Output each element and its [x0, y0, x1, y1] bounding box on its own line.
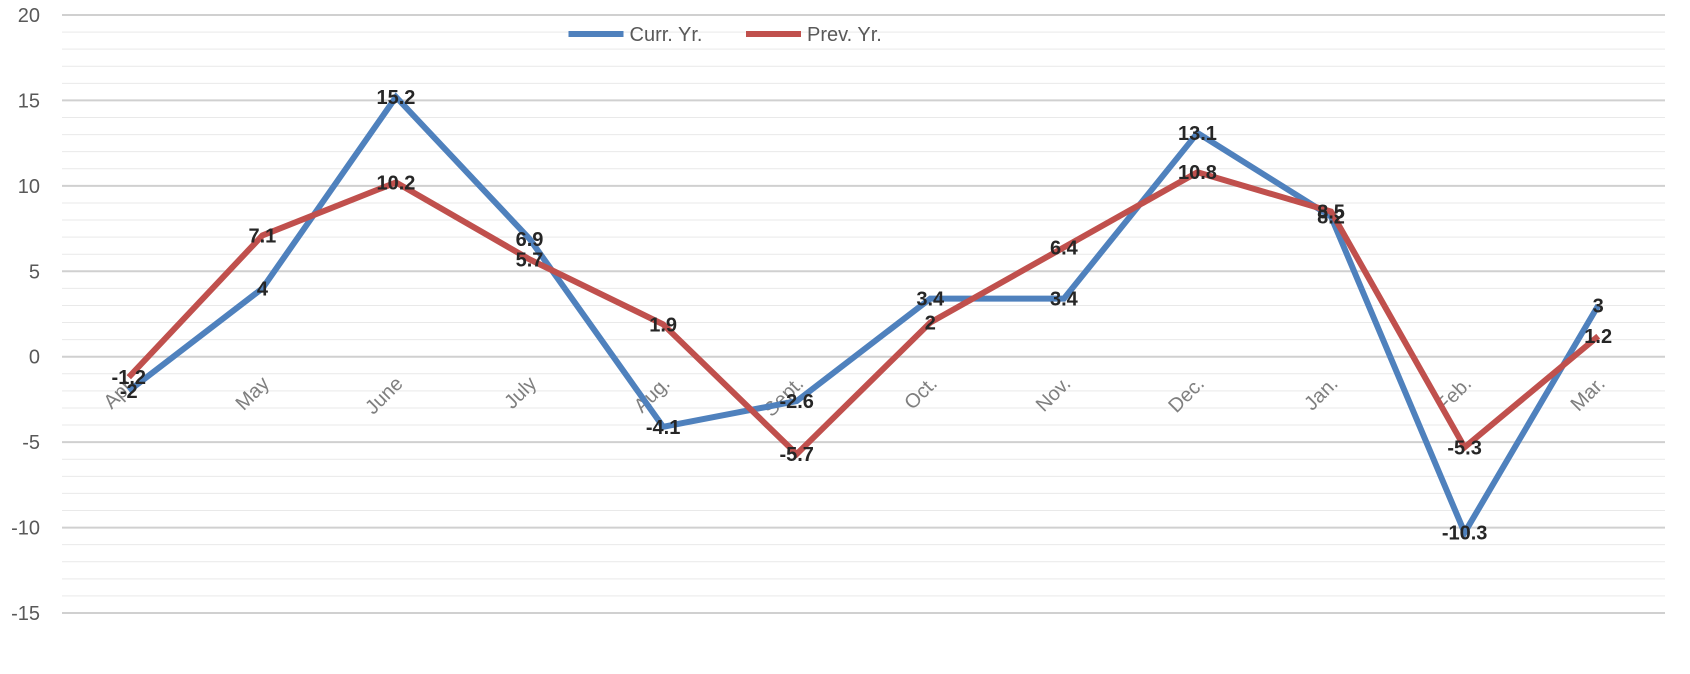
data-label-curr-yr: 13.1 [1178, 123, 1217, 145]
data-label-prev-yr: -5.3 [1447, 437, 1481, 459]
data-label-curr-yr: 15.2 [376, 87, 415, 109]
legend: Curr. Yr. Prev. Yr. [568, 24, 882, 46]
data-label-curr-yr: 3.4 [1050, 289, 1079, 311]
data-label-prev-yr: 2 [925, 313, 936, 335]
data-label-curr-yr: 6.9 [516, 229, 544, 251]
data-label-curr-yr: 3 [1593, 295, 1604, 317]
data-label-prev-yr: -5.7 [779, 444, 813, 466]
data-label-prev-yr: 7.1 [248, 225, 276, 247]
series-lines [126, 92, 1601, 540]
data-label-prev-yr: 6.4 [1050, 237, 1079, 259]
data-label-prev-yr: -1.2 [112, 367, 146, 389]
x-tick-label: Feb. [1432, 373, 1476, 417]
x-tick-label: Dec. [1164, 373, 1209, 418]
y-tick-label: 5 [29, 261, 40, 283]
y-tick-label: 10 [18, 176, 40, 198]
x-tick-label: Jan. [1300, 373, 1342, 415]
data-label-curr-yr: 8.2 [1317, 207, 1345, 229]
data-labels: -2 4 15.2 6.9 -4.1 -2.6 3.4 3.4 13.1 8.2 -10.3 3 -1.… [112, 87, 1613, 545]
data-label-curr-yr: 4 [257, 278, 269, 300]
y-tick-label: -10 [11, 518, 40, 540]
x-tick-label: July [500, 373, 541, 414]
y-axis: -15 -10 -5 0 5 10 15 20 [11, 5, 40, 625]
y-tick-label: -15 [11, 603, 40, 625]
series-line-prev-yr [126, 168, 1601, 459]
data-label-prev-yr: 10.8 [1178, 162, 1217, 184]
series-line-curr-yr [126, 92, 1601, 540]
data-label-prev-yr: 10.2 [376, 172, 415, 194]
data-label-curr-yr: -2 [120, 381, 138, 403]
data-label-prev-yr: 1.9 [649, 314, 677, 336]
data-label-curr-yr: -4.1 [646, 417, 680, 439]
data-label-curr-yr: -10.3 [1442, 523, 1488, 545]
y-tick-label: 20 [18, 5, 40, 27]
y-tick-label: 0 [29, 347, 40, 369]
data-label-prev-yr: 5.7 [516, 249, 544, 271]
x-tick-label: Mar. [1567, 373, 1610, 416]
y-tick-label: 15 [18, 90, 40, 112]
data-label-prev-yr: 8.5 [1317, 201, 1345, 223]
x-tick-label: Nov. [1032, 373, 1076, 417]
legend-label: Curr. Yr. [630, 24, 703, 46]
legend-label: Prev. Yr. [807, 24, 882, 46]
x-tick-label: June [361, 373, 407, 419]
x-tick-label: May [232, 373, 274, 415]
data-label-curr-yr: 3.4 [916, 289, 945, 311]
y-tick-label: -5 [22, 432, 40, 454]
gridlines [62, 14, 1665, 614]
data-label-curr-yr: -2.6 [779, 391, 813, 413]
data-label-prev-yr: 1.2 [1584, 326, 1612, 348]
